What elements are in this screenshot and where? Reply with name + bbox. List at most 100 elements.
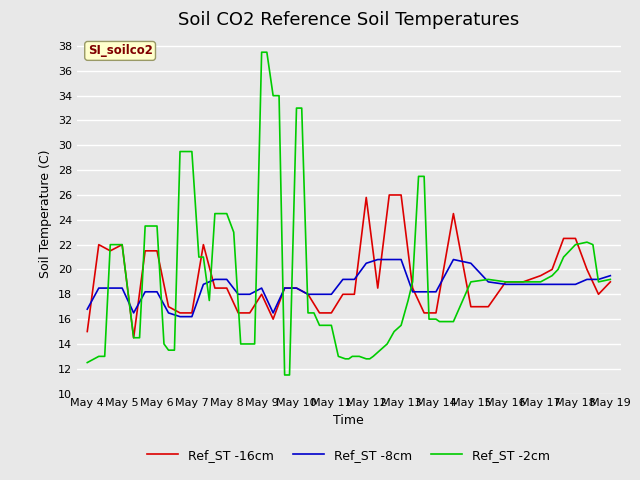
Ref_ST -8cm xyxy=(328,291,335,297)
Ref_ST -8cm xyxy=(164,310,172,316)
Ref_ST -16cm xyxy=(409,285,417,291)
Ref_ST -8cm xyxy=(246,291,253,297)
Text: SI_soilco2: SI_soilco2 xyxy=(88,44,152,58)
Ref_ST -16cm xyxy=(281,285,289,291)
Ref_ST -16cm xyxy=(153,248,161,254)
Y-axis label: Soil Temperature (C): Soil Temperature (C) xyxy=(39,149,52,278)
Ref_ST -8cm xyxy=(176,314,184,320)
Ref_ST -8cm xyxy=(200,281,207,287)
Ref_ST -2cm xyxy=(83,360,91,365)
Ref_ST -16cm xyxy=(583,266,591,272)
Ref_ST -8cm xyxy=(484,279,492,285)
Ref_ST -16cm xyxy=(385,192,393,198)
Ref_ST -8cm xyxy=(316,291,323,297)
Ref_ST -8cm xyxy=(211,276,219,282)
Ref_ST -8cm xyxy=(153,289,161,295)
Line: Ref_ST -2cm: Ref_ST -2cm xyxy=(87,52,611,375)
Ref_ST -16cm xyxy=(397,192,405,198)
Ref_ST -8cm xyxy=(351,276,358,282)
Ref_ST -16cm xyxy=(351,291,358,297)
Ref_ST -8cm xyxy=(304,291,312,297)
Ref_ST -16cm xyxy=(223,285,230,291)
Ref_ST -2cm xyxy=(342,356,349,362)
Ref_ST -8cm xyxy=(292,285,300,291)
Ref_ST -16cm xyxy=(211,285,219,291)
Ref_ST -8cm xyxy=(467,260,475,266)
Ref_ST -2cm xyxy=(101,353,109,359)
Ref_ST -16cm xyxy=(537,273,545,278)
Ref_ST -2cm xyxy=(258,49,266,55)
Ref_ST -8cm xyxy=(362,260,370,266)
Ref_ST -16cm xyxy=(246,310,253,316)
Ref_ST -16cm xyxy=(420,310,428,316)
Ref_ST -16cm xyxy=(484,304,492,310)
Ref_ST -16cm xyxy=(467,304,475,310)
Ref_ST -8cm xyxy=(537,281,545,287)
Ref_ST -2cm xyxy=(607,276,614,282)
Ref_ST -16cm xyxy=(328,310,335,316)
Ref_ST -2cm xyxy=(560,254,568,260)
Line: Ref_ST -8cm: Ref_ST -8cm xyxy=(87,260,611,317)
Ref_ST -16cm xyxy=(200,242,207,248)
Ref_ST -16cm xyxy=(130,335,138,341)
Ref_ST -8cm xyxy=(339,276,347,282)
Ref_ST -8cm xyxy=(449,257,457,263)
Ref_ST -8cm xyxy=(385,257,393,263)
Ref_ST -16cm xyxy=(502,279,509,285)
Ref_ST -8cm xyxy=(258,285,266,291)
Ref_ST -8cm xyxy=(519,281,527,287)
Ref_ST -16cm xyxy=(572,236,579,241)
Ref_ST -2cm xyxy=(589,242,596,248)
Ref_ST -8cm xyxy=(234,291,242,297)
Ref_ST -16cm xyxy=(316,310,323,316)
Ref_ST -8cm xyxy=(106,285,114,291)
Ref_ST -16cm xyxy=(519,279,527,285)
Ref_ST -16cm xyxy=(106,248,114,254)
Ref_ST -16cm xyxy=(164,304,172,310)
Ref_ST -16cm xyxy=(432,310,440,316)
Legend: Ref_ST -16cm, Ref_ST -8cm, Ref_ST -2cm: Ref_ST -16cm, Ref_ST -8cm, Ref_ST -2cm xyxy=(142,444,556,467)
Ref_ST -8cm xyxy=(572,281,579,287)
Ref_ST -16cm xyxy=(560,236,568,241)
Ref_ST -16cm xyxy=(95,242,102,248)
X-axis label: Time: Time xyxy=(333,414,364,427)
Ref_ST -2cm xyxy=(164,347,172,353)
Ref_ST -8cm xyxy=(409,289,417,295)
Ref_ST -16cm xyxy=(339,291,347,297)
Ref_ST -2cm xyxy=(281,372,289,378)
Ref_ST -16cm xyxy=(141,248,149,254)
Ref_ST -8cm xyxy=(432,289,440,295)
Ref_ST -16cm xyxy=(258,291,266,297)
Ref_ST -16cm xyxy=(304,291,312,297)
Ref_ST -16cm xyxy=(595,291,602,297)
Ref_ST -8cm xyxy=(554,281,562,287)
Ref_ST -16cm xyxy=(292,285,300,291)
Ref_ST -8cm xyxy=(583,276,591,282)
Title: Soil CO2 Reference Soil Temperatures: Soil CO2 Reference Soil Temperatures xyxy=(178,11,520,29)
Ref_ST -8cm xyxy=(130,310,138,316)
Ref_ST -8cm xyxy=(223,276,230,282)
Ref_ST -8cm xyxy=(83,306,91,312)
Ref_ST -16cm xyxy=(234,310,242,316)
Ref_ST -16cm xyxy=(374,285,381,291)
Ref_ST -16cm xyxy=(362,194,370,200)
Ref_ST -8cm xyxy=(95,285,102,291)
Ref_ST -2cm xyxy=(383,341,391,347)
Ref_ST -16cm xyxy=(176,310,184,316)
Ref_ST -8cm xyxy=(595,276,602,282)
Ref_ST -8cm xyxy=(141,289,149,295)
Ref_ST -8cm xyxy=(281,285,289,291)
Ref_ST -8cm xyxy=(269,310,277,316)
Ref_ST -8cm xyxy=(374,257,381,263)
Ref_ST -16cm xyxy=(548,266,556,272)
Ref_ST -16cm xyxy=(188,310,196,316)
Ref_ST -8cm xyxy=(397,257,405,263)
Ref_ST -8cm xyxy=(607,273,614,278)
Ref_ST -8cm xyxy=(502,281,509,287)
Ref_ST -16cm xyxy=(118,242,126,248)
Ref_ST -8cm xyxy=(118,285,126,291)
Ref_ST -16cm xyxy=(607,279,614,285)
Ref_ST -16cm xyxy=(83,329,91,335)
Ref_ST -16cm xyxy=(449,211,457,216)
Ref_ST -16cm xyxy=(269,316,277,322)
